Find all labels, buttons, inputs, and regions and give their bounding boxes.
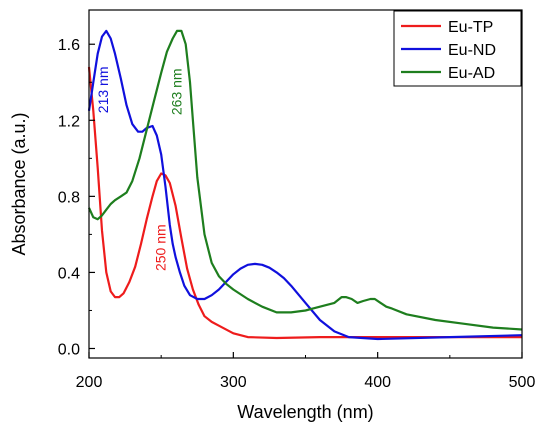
legend-label: Eu-ND (448, 42, 496, 59)
x-tick-label: 300 (220, 374, 247, 391)
legend: Eu-TP Eu-ND Eu-AD (393, 10, 522, 87)
y-tick-label: 0.0 (58, 341, 80, 358)
x-tick-label: 200 (76, 374, 103, 391)
x-axis-title: Wavelength (nm) (237, 402, 373, 422)
legend-box (393, 10, 522, 87)
x-tick-label: 400 (364, 374, 391, 391)
peak-annotations: 213 nm 263 nm 250 nm (95, 67, 185, 272)
axis-ticks: 200 300 400 500 0.0 0.4 0.8 1.2 1.6 (58, 37, 536, 391)
y-axis-title: Absorbance (a.u.) (9, 112, 29, 255)
legend-label: Eu-AD (448, 65, 495, 82)
y-tick-label: 0.8 (58, 189, 80, 206)
peak-annotation: 250 nm (152, 224, 168, 271)
peak-annotation: 213 nm (95, 67, 111, 114)
series-line-eu-ad (87, 29, 523, 331)
y-tick-label: 0.4 (58, 265, 80, 282)
series-line-eu-nd (87, 29, 523, 341)
x-tick-label: 500 (509, 374, 536, 391)
y-tick-label: 1.6 (58, 37, 80, 54)
series-lines (87, 29, 523, 341)
legend-label: Eu-TP (448, 19, 493, 36)
y-tick-label: 1.2 (58, 113, 80, 130)
series-line-eu-tp (87, 66, 522, 340)
peak-annotation: 263 nm (168, 68, 184, 115)
